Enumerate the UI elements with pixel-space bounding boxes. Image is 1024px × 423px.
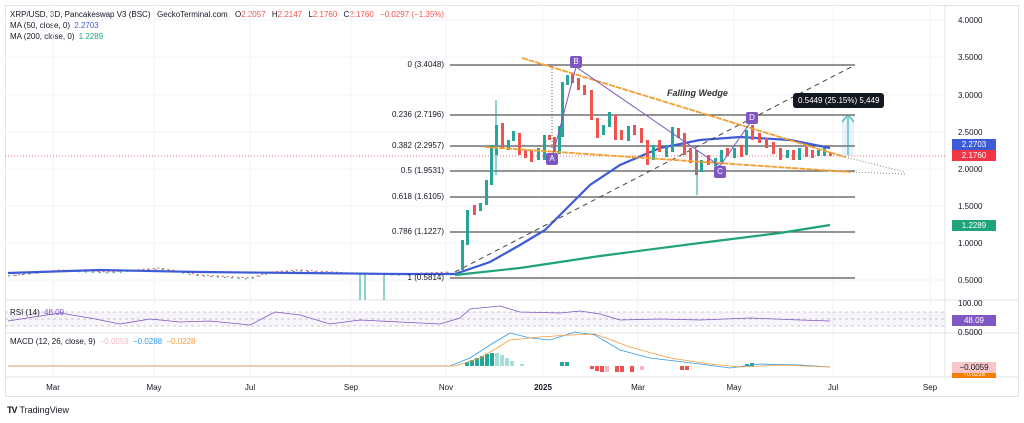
- price-tick: 3.5000: [958, 53, 983, 62]
- time-tick: 2025: [534, 383, 552, 392]
- ma50-legend[interactable]: MA (50, close, 0) 2.2703: [10, 21, 99, 30]
- wedge-upper-line[interactable]: [521, 57, 846, 158]
- macd-label: MACD (12, 26, close, 9): [10, 337, 96, 346]
- macd-legend[interactable]: MACD (12, 26, close, 9) −0.0059 −0.0288 …: [10, 337, 196, 346]
- symbol-title: XRP/USD, 3D, Pancakeswap V3 (BSC) | Geck…: [10, 10, 228, 19]
- rsi-line[interactable]: [7, 305, 831, 326]
- wave-path[interactable]: [551, 66, 753, 167]
- symbol-legend: XRP/USD, 3D, Pancakeswap V3 (BSC) | Geck…: [10, 10, 444, 19]
- ma200-value: 1.2289: [78, 32, 104, 41]
- rsi-axis-top: 100.00: [958, 299, 983, 308]
- price-tick: 2.5000: [958, 128, 983, 137]
- price-tick: 4.0000: [958, 16, 983, 25]
- low-label: L: [308, 10, 313, 19]
- high-value: 2.2147: [277, 10, 303, 19]
- last-price-tag: 2.1760: [952, 150, 996, 161]
- candles-rally: [461, 73, 832, 270]
- macd-value: −0.0288: [132, 337, 163, 346]
- ma50-price-tag: 2.2703: [952, 139, 996, 150]
- time-tick: Jul: [827, 383, 839, 392]
- fib-label: 0 (3.4048): [407, 60, 444, 69]
- price-tick: 3.0000: [958, 91, 983, 100]
- ma200-price-tag: 1.2289: [952, 220, 996, 231]
- tradingview-logo-text: TradingView: [19, 405, 70, 415]
- wedge-lower-line[interactable]: [484, 146, 851, 173]
- open-value: 2.2057: [241, 10, 266, 19]
- ma200-label: MA (200, close, 0): [10, 32, 75, 41]
- macd-signal-value: −0.0228: [166, 337, 196, 346]
- price-range-measure[interactable]: 0.5449 (25.15%) 5,449: [793, 93, 885, 108]
- low-value: 2.1760: [312, 10, 338, 19]
- ma50-label: MA (50, close, 0): [10, 21, 71, 30]
- fib-label: 0.5 (1.9531): [400, 166, 444, 175]
- wave-label-c[interactable]: C: [714, 166, 726, 178]
- macd-hist-value: −0.0059: [99, 337, 129, 346]
- change-value: −0.0297 (−1.35%): [380, 10, 445, 19]
- falling-wedge-label[interactable]: Falling Wedge: [667, 88, 728, 98]
- macd-line[interactable]: [8, 331, 831, 369]
- rsi-value-tag: 48.09: [952, 315, 996, 326]
- rsi-label: RSI (14): [10, 308, 40, 317]
- high-label: H: [271, 10, 278, 19]
- macd-histogram: [465, 353, 754, 372]
- macd-signal-tag: −0.0228: [952, 373, 996, 378]
- rsi-axis-bottom: 0.5000: [958, 328, 983, 337]
- price-tick: 1.5000: [958, 202, 983, 211]
- fib-label: 1 (0.5814): [407, 273, 444, 282]
- rsi-legend-value: 48.09: [44, 308, 65, 317]
- close-label: C: [343, 10, 350, 19]
- ma50-line[interactable]: [7, 135, 831, 276]
- fib-label: 0.382 (2.2957): [391, 141, 444, 150]
- rsi-legend[interactable]: RSI (14) 48.09: [10, 308, 64, 317]
- time-tick: Mar: [46, 383, 60, 392]
- wave-label-a[interactable]: A: [546, 153, 558, 165]
- price-tick: 2.0000: [958, 165, 983, 174]
- time-tick: Nov: [438, 383, 454, 392]
- time-tick: Mar: [631, 383, 645, 392]
- fib-label: 0.618 (1.6105): [391, 192, 444, 201]
- fib-label: 0.236 (2.7196): [391, 110, 444, 119]
- tradingview-logo[interactable]: TV TradingView: [7, 405, 69, 415]
- time-tick: Jul: [244, 383, 256, 392]
- ma200-line[interactable]: [454, 223, 831, 277]
- ma50-value: 2.2703: [74, 21, 99, 30]
- close-value: 2.1760: [349, 10, 374, 19]
- price-tick: 1.0000: [958, 239, 983, 248]
- price-tick: 0.5000: [958, 276, 983, 285]
- wave-label-b[interactable]: B: [570, 56, 582, 68]
- open-label: O: [234, 10, 242, 19]
- time-tick: May: [146, 383, 162, 392]
- wave-label-d[interactable]: D: [746, 112, 758, 124]
- tradingview-logo-icon: TV: [7, 405, 17, 415]
- ma200-legend[interactable]: MA (200, close, 0) 1.2289: [10, 32, 103, 41]
- time-tick: May: [726, 383, 742, 392]
- fib-label: 0.786 (1.1227): [391, 227, 444, 236]
- time-tick: Sep: [343, 383, 359, 392]
- grid: [5, 5, 945, 378]
- signal-line[interactable]: [8, 333, 831, 368]
- time-tick: Sep: [922, 383, 938, 392]
- macd-hist-tag: −0.0059: [952, 362, 996, 373]
- chart-frame: [5, 5, 1019, 397]
